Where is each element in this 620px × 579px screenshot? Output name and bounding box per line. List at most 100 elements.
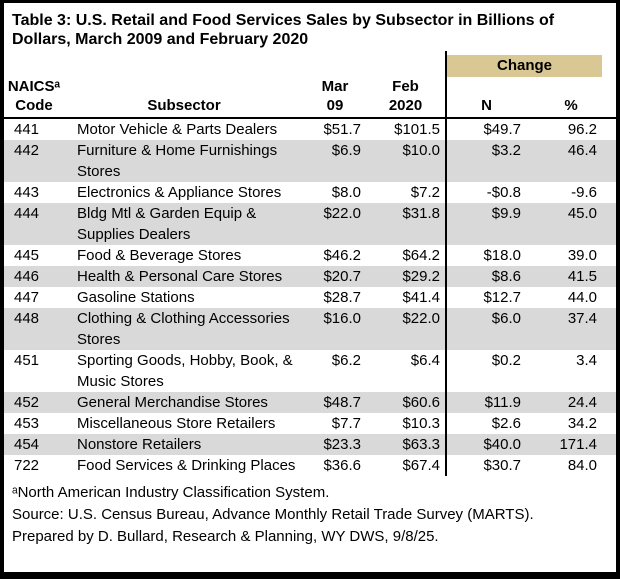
col-header-mar-line1: Mar: [321, 78, 349, 95]
cell-naics-code: 722: [14, 457, 40, 474]
table-row: 445 Food & Beverage Stores $46.2 $64.2 $…: [4, 245, 616, 266]
cell-mar09: $23.3: [304, 434, 366, 455]
cell-change-n: $6.0: [445, 308, 526, 350]
cell-naics-code: 442: [4, 140, 64, 182]
col-header-naics-line1: NAICSᵃ: [7, 78, 61, 95]
table-row: 447 Gasoline Stations $28.7 $41.4 $12.7 …: [4, 287, 616, 308]
cell-naics-code: 446: [4, 266, 64, 287]
data-table: Change NAICSᵃ Code Subsector Mar 09 Feb …: [4, 51, 616, 476]
cell-change-n: $40.0: [445, 434, 526, 455]
cell-change-pct: 44.0: [567, 289, 598, 306]
cell-naics-code: 454: [4, 434, 64, 455]
table-body: 441 Motor Vehicle & Parts Dealers $51.7 …: [4, 118, 616, 476]
cell-subsector: Sporting Goods, Hobby, Book, & Music Sto…: [77, 352, 293, 390]
cell-subsector: Food Services & Drinking Places: [77, 457, 296, 474]
cell-change-pct: 24.4: [526, 392, 616, 413]
col-header-change-pct: %: [526, 77, 616, 119]
cell-change-pct: 39.0: [567, 247, 598, 264]
col-header-naics-line2: Code: [15, 97, 53, 114]
cell-mar09: $28.7: [323, 289, 361, 306]
cell-mar09: $46.2: [323, 247, 361, 264]
cell-change-n: $18.0: [445, 245, 526, 266]
change-header-row: Change: [4, 51, 616, 77]
cell-naics-code: 452: [4, 392, 64, 413]
cell-naics-code: 445: [14, 247, 40, 264]
cell-change-n: $9.9: [445, 203, 526, 245]
cell-feb2020: $67.4: [402, 457, 440, 474]
cell-mar09: $8.0: [331, 184, 361, 201]
table-title: Table 3: U.S. Retail and Food Services S…: [12, 12, 555, 48]
cell-change-n: $2.6: [445, 413, 526, 434]
cell-naics-code: 448: [4, 308, 64, 350]
column-header-row: NAICSᵃ Code Subsector Mar 09 Feb 2020 N …: [4, 77, 616, 119]
cell-feb2020: $31.8: [366, 203, 446, 245]
cell-change-n: $11.9: [445, 392, 526, 413]
cell-subsector: Clothing & Clothing Accessories Stores: [64, 308, 304, 350]
cell-mar09: $36.6: [323, 457, 361, 474]
cell-subsector: General Merchandise Stores: [64, 392, 304, 413]
cell-mar09: $20.7: [304, 266, 366, 287]
col-header-feb-line1: Feb: [392, 78, 419, 95]
cell-feb2020: $101.5: [394, 121, 440, 138]
cell-naics-code: 441: [14, 121, 40, 138]
col-header-feb-line2: 2020: [388, 97, 423, 114]
cell-change-n: $0.2: [445, 350, 526, 392]
cell-subsector: Furniture & Home Furnishings Stores: [64, 140, 304, 182]
col-header-change-n: N: [445, 77, 526, 119]
cell-feb2020: $63.3: [366, 434, 446, 455]
cell-change-pct: 84.0: [567, 457, 598, 474]
footnotes: ᵃNorth American Industry Classification …: [12, 482, 606, 548]
cell-change-pct: 3.4: [576, 352, 598, 369]
cell-mar09: $7.7: [331, 415, 361, 432]
cell-feb2020: $22.0: [366, 308, 446, 350]
cell-mar09: $51.7: [323, 121, 361, 138]
cell-naics-code: 451: [14, 352, 40, 369]
cell-subsector: Miscellaneous Store Retailers: [77, 415, 276, 432]
table-row: 443 Electronics & Appliance Stores $8.0 …: [4, 182, 616, 203]
cell-mar09: $22.0: [304, 203, 366, 245]
cell-naics-code: 447: [14, 289, 40, 306]
table-row: 722 Food Services & Drinking Places $36.…: [4, 455, 616, 476]
cell-subsector: Motor Vehicle & Parts Dealers: [77, 121, 278, 138]
footnote-prepared: Prepared by D. Bullard, Research & Plann…: [12, 528, 439, 545]
cell-subsector: Food & Beverage Stores: [77, 247, 242, 264]
table-row: 446 Health & Personal Care Stores $20.7 …: [4, 266, 616, 287]
cell-mar09: $16.0: [304, 308, 366, 350]
table-row: 454 Nonstore Retailers $23.3 $63.3 $40.0…: [4, 434, 616, 455]
change-header-cell: Change: [444, 51, 616, 77]
cell-change-n: $49.7: [445, 118, 526, 140]
cell-change-pct: 171.4: [526, 434, 616, 455]
cell-change-pct: 41.5: [526, 266, 616, 287]
footnote-source: Source: U.S. Census Bureau, Advance Mont…: [12, 506, 534, 523]
cell-feb2020: $29.2: [366, 266, 446, 287]
cell-change-pct: 45.0: [526, 203, 616, 245]
cell-feb2020: $41.4: [402, 289, 440, 306]
cell-subsector: Bldg Mtl & Garden Equip & Supplies Deale…: [64, 203, 304, 245]
cell-change-n: $8.6: [445, 266, 526, 287]
table-row: 452 General Merchandise Stores $48.7 $60…: [4, 392, 616, 413]
cell-change-pct: 96.2: [567, 121, 598, 138]
cell-subsector: Electronics & Appliance Stores: [77, 184, 282, 201]
cell-mar09: $48.7: [304, 392, 366, 413]
cell-feb2020: $10.0: [366, 140, 446, 182]
table-row: 442 Furniture & Home Furnishings Stores …: [4, 140, 616, 182]
cell-change-n: $30.7: [445, 455, 526, 476]
footnote-naics: ᵃNorth American Industry Classification …: [12, 484, 330, 501]
col-header-mar09: Mar 09: [304, 77, 366, 119]
cell-naics-code: 443: [14, 184, 40, 201]
col-header-mar-line2: 09: [326, 97, 344, 114]
cell-feb2020: $6.4: [410, 352, 440, 369]
cell-feb2020: $60.6: [366, 392, 446, 413]
cell-subsector: Gasoline Stations: [77, 289, 195, 306]
col-header-subsector: Subsector: [64, 77, 304, 119]
cell-naics-code: 453: [14, 415, 40, 432]
cell-feb2020: $10.3: [402, 415, 440, 432]
cell-change-n: -$0.8: [445, 182, 526, 203]
table-row: 448 Clothing & Clothing Accessories Stor…: [4, 308, 616, 350]
cell-feb2020: $7.2: [410, 184, 440, 201]
table-row: 453 Miscellaneous Store Retailers $7.7 $…: [4, 413, 616, 434]
cell-feb2020: $64.2: [402, 247, 440, 264]
cell-change-n: $12.7: [445, 287, 526, 308]
cell-subsector: Nonstore Retailers: [64, 434, 304, 455]
